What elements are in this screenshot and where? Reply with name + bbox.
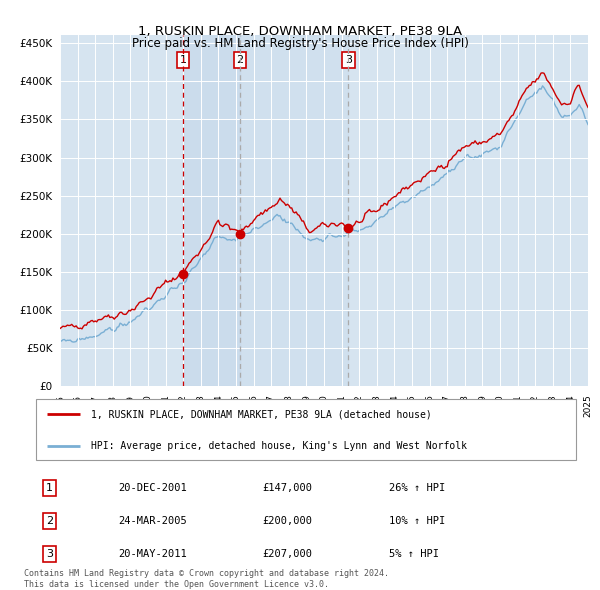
Text: £200,000: £200,000 bbox=[262, 516, 312, 526]
Text: 10% ↑ HPI: 10% ↑ HPI bbox=[389, 516, 445, 526]
Text: £207,000: £207,000 bbox=[262, 549, 312, 559]
Text: 1, RUSKIN PLACE, DOWNHAM MARKET, PE38 9LA (detached house): 1, RUSKIN PLACE, DOWNHAM MARKET, PE38 9L… bbox=[91, 409, 431, 419]
Text: 5% ↑ HPI: 5% ↑ HPI bbox=[389, 549, 439, 559]
Text: 1: 1 bbox=[180, 55, 187, 65]
Text: HPI: Average price, detached house, King's Lynn and West Norfolk: HPI: Average price, detached house, King… bbox=[91, 441, 467, 451]
Bar bbox=[183, 35, 240, 386]
Text: Price paid vs. HM Land Registry's House Price Index (HPI): Price paid vs. HM Land Registry's House … bbox=[131, 37, 469, 50]
Text: 2: 2 bbox=[46, 516, 53, 526]
Text: £147,000: £147,000 bbox=[262, 483, 312, 493]
Text: 3: 3 bbox=[46, 549, 53, 559]
Text: 3: 3 bbox=[345, 55, 352, 65]
FancyBboxPatch shape bbox=[35, 399, 577, 460]
Text: 26% ↑ HPI: 26% ↑ HPI bbox=[389, 483, 445, 493]
Text: 20-DEC-2001: 20-DEC-2001 bbox=[118, 483, 187, 493]
Bar bbox=[240, 35, 348, 386]
Text: 1: 1 bbox=[46, 483, 53, 493]
Text: 2: 2 bbox=[236, 55, 244, 65]
Text: Contains HM Land Registry data © Crown copyright and database right 2024.
This d: Contains HM Land Registry data © Crown c… bbox=[24, 569, 389, 589]
Text: 20-MAY-2011: 20-MAY-2011 bbox=[118, 549, 187, 559]
Text: 1, RUSKIN PLACE, DOWNHAM MARKET, PE38 9LA: 1, RUSKIN PLACE, DOWNHAM MARKET, PE38 9L… bbox=[138, 25, 462, 38]
Text: 24-MAR-2005: 24-MAR-2005 bbox=[118, 516, 187, 526]
